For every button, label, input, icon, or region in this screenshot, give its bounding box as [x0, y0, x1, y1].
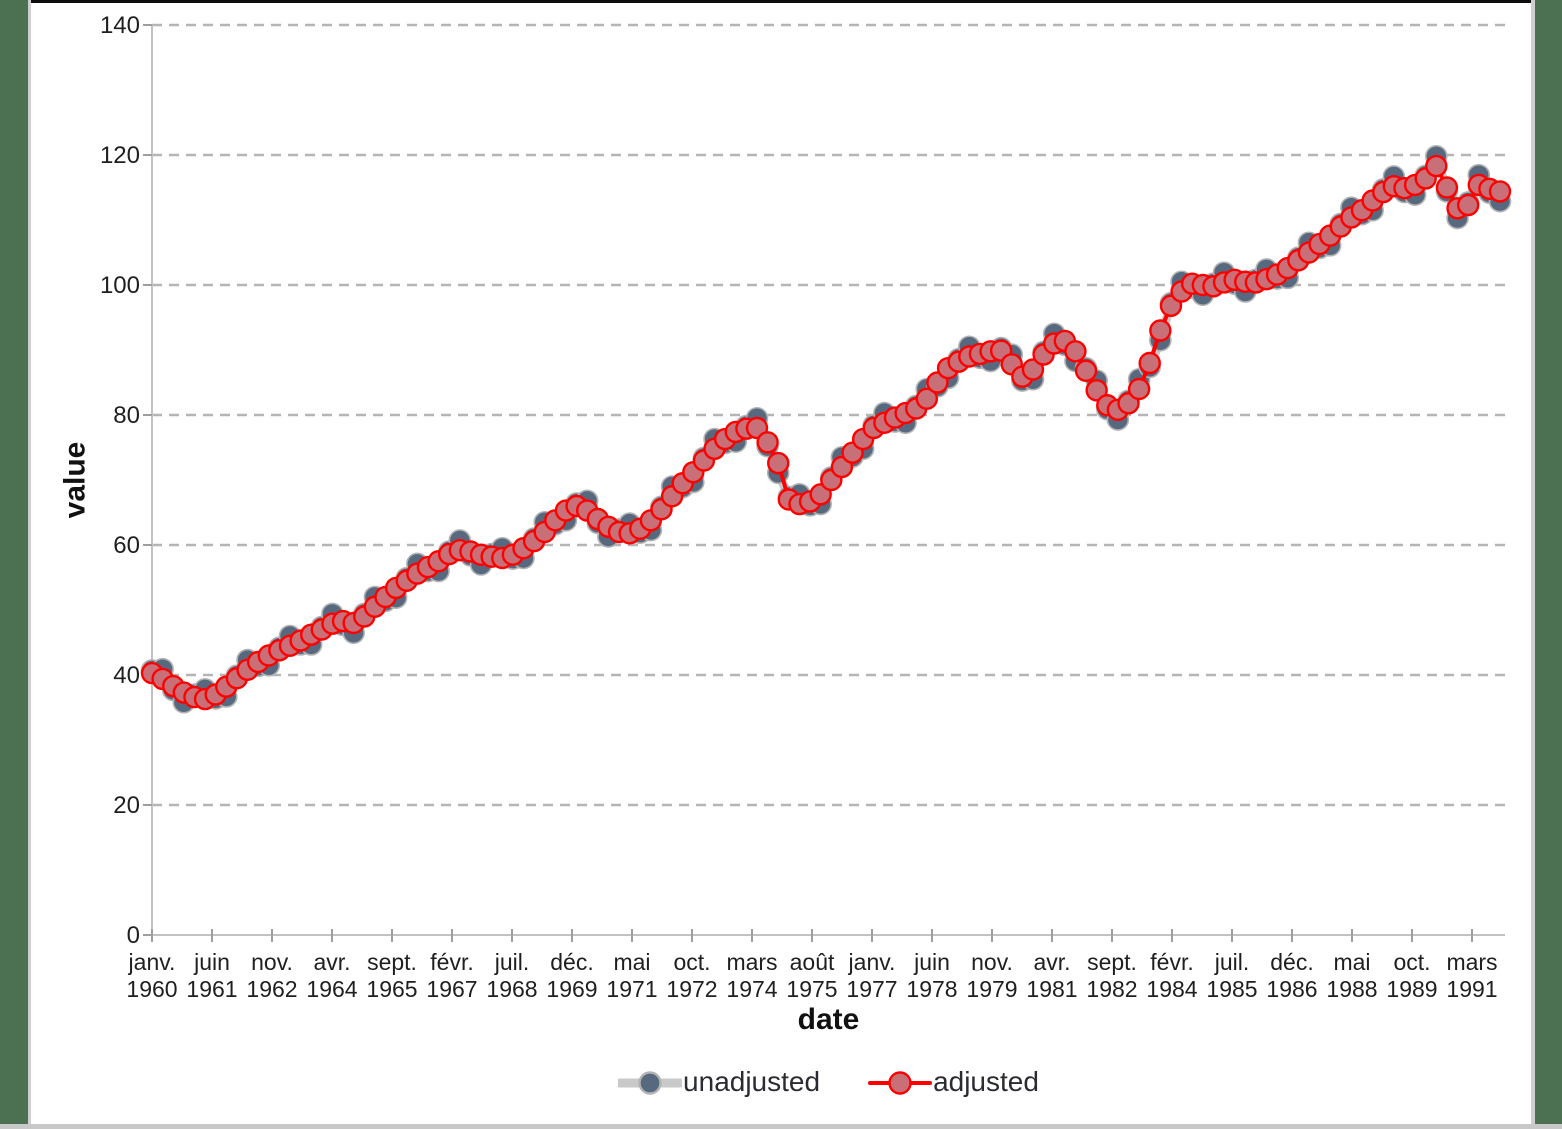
- x-tick-label-month: juin: [913, 949, 950, 975]
- data-point-adjusted: [1021, 358, 1045, 381]
- left-margin-border: [28, 0, 31, 1124]
- y-tick-label: 120: [100, 142, 140, 169]
- x-tick-label-year: 1969: [546, 976, 597, 1002]
- y-tick-label: 80: [113, 402, 140, 429]
- x-tick-label-month: juin: [193, 949, 230, 975]
- y-tick-label: 100: [100, 272, 140, 299]
- x-tick-label-year: 1975: [786, 976, 837, 1002]
- data-point-adjusted: [915, 387, 939, 410]
- x-tick-label-month: sept.: [1087, 949, 1137, 975]
- x-tick-label-month: avr.: [313, 949, 350, 975]
- x-tick-label-year: 1991: [1446, 976, 1497, 1002]
- x-tick-label-year: 1985: [1206, 976, 1257, 1002]
- data-point-adjusted: [1085, 379, 1108, 402]
- x-tick-label-year: 1988: [1326, 976, 1377, 1002]
- x-tick-label-year: 1974: [726, 976, 777, 1002]
- data-point-adjusted: [756, 431, 779, 454]
- x-tick-label-year: 1984: [1146, 976, 1197, 1002]
- data-point-adjusted: [1074, 359, 1098, 382]
- x-tick-label-month: août: [790, 949, 835, 975]
- adjusted-marker-icon: [868, 1066, 933, 1098]
- x-tick-label-year: 1986: [1266, 976, 1317, 1002]
- y-tick-label: 140: [100, 12, 140, 39]
- x-tick-label-year: 1972: [666, 976, 717, 1002]
- bottom-border-bar: [0, 1124, 1562, 1129]
- left-margin-strip: [0, 0, 28, 1124]
- x-tick-label-month: sept.: [367, 949, 417, 975]
- x-tick-label-year: 1968: [486, 976, 537, 1002]
- x-axis-title: date: [797, 1003, 860, 1036]
- x-tick-label-month: mai: [1333, 949, 1370, 975]
- x-tick-label-month: févr.: [430, 949, 473, 975]
- data-point-adjusted: [1488, 180, 1512, 203]
- top-border-bar: [31, 0, 1531, 3]
- x-tick-label-year: 1989: [1386, 976, 1437, 1002]
- x-tick-label-year: 1979: [966, 976, 1017, 1002]
- x-tick-label-month: janv.: [848, 949, 896, 975]
- x-tick-label-year: 1981: [1026, 976, 1077, 1002]
- x-tick-label-year: 1977: [846, 976, 897, 1002]
- x-tick-label-year: 1978: [906, 976, 957, 1002]
- x-tick-label-year: 1962: [246, 976, 297, 1002]
- legend-label-unadjusted: unadjusted: [683, 1066, 821, 1097]
- data-point-adjusted: [1456, 193, 1480, 217]
- y-tick-label: 0: [127, 922, 140, 949]
- right-margin-border: [1531, 0, 1535, 1124]
- x-tick-label-month: déc.: [550, 949, 593, 975]
- x-tick-label-month: janv.: [128, 949, 176, 975]
- x-tick-label-year: 1965: [366, 976, 417, 1002]
- y-axis-title: value: [40, 0, 110, 960]
- x-tick-label-month: mars: [726, 949, 777, 975]
- data-point-adjusted: [1127, 377, 1151, 401]
- x-tick-label-month: avr.: [1033, 949, 1070, 975]
- x-tick-label-year: 1971: [606, 976, 657, 1002]
- x-tick-label-month: juil.: [1214, 949, 1250, 975]
- x-tick-label-month: mai: [613, 949, 650, 975]
- x-tick-label-month: févr.: [1150, 949, 1193, 975]
- legend: unadjusted adjusted: [152, 1066, 1505, 1098]
- x-tick-label-year: 1982: [1086, 976, 1137, 1002]
- x-tick-label-year: 1967: [426, 976, 477, 1002]
- data-point-adjusted: [1138, 351, 1161, 375]
- data-point-adjusted: [1425, 154, 1448, 178]
- unadjusted-marker-icon: [615, 1066, 685, 1098]
- x-tick-label-month: mars: [1446, 949, 1497, 975]
- x-tick-label-year: 1961: [186, 976, 237, 1002]
- x-tick-label-month: oct.: [673, 949, 710, 975]
- data-point-adjusted: [1149, 319, 1172, 342]
- y-axis-title-text: value: [58, 441, 91, 519]
- x-tick-label-month: juil.: [494, 949, 530, 975]
- legend-item-unadjusted: unadjusted: [615, 1066, 821, 1098]
- data-point-adjusted: [1435, 176, 1459, 199]
- x-tick-label-month: nov.: [251, 949, 293, 975]
- x-tick-label-year: 1960: [126, 976, 177, 1002]
- y-tick-label: 40: [113, 662, 140, 689]
- x-tick-label-month: oct.: [1393, 949, 1430, 975]
- legend-item-adjusted: adjusted: [868, 1066, 1039, 1098]
- legend-label-adjusted: adjusted: [933, 1066, 1039, 1097]
- x-tick-label-month: nov.: [971, 949, 1013, 975]
- x-tick-label-year: 1964: [306, 976, 357, 1002]
- right-margin-strip: [1535, 0, 1562, 1124]
- x-tick-label-month: déc.: [1270, 949, 1313, 975]
- y-tick-label: 60: [113, 532, 140, 559]
- y-tick-label: 20: [113, 792, 140, 819]
- data-point-adjusted: [767, 451, 790, 475]
- data-point-adjusted: [1064, 340, 1087, 363]
